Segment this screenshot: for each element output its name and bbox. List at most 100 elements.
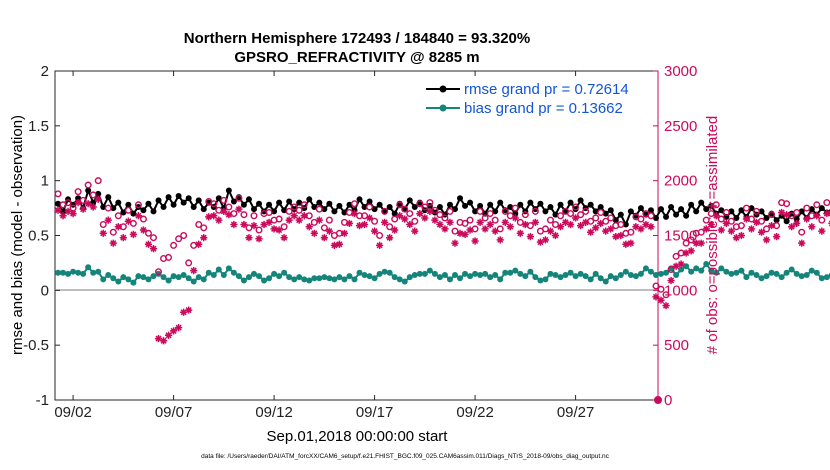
data-point <box>140 274 147 281</box>
obs-assimilated-point <box>210 212 218 220</box>
obs-assimilated-point <box>69 209 77 218</box>
obs-assimilated-point <box>225 211 233 219</box>
data-point <box>798 208 805 215</box>
obs-possible-point <box>144 229 152 237</box>
series-line <box>58 262 830 285</box>
data-point <box>602 210 609 217</box>
obs-possible-point <box>401 205 409 213</box>
obs-assimilated-point <box>461 230 469 239</box>
obs-assimilated-point <box>370 227 379 235</box>
obs-possible-point <box>803 204 811 212</box>
obs-possible-point <box>170 241 178 249</box>
obs-assimilated-point <box>154 334 163 343</box>
data-point <box>688 201 695 208</box>
obs-assimilated-point <box>481 225 489 233</box>
obs-possible-point <box>180 231 188 239</box>
obs-assimilated-point <box>732 234 740 242</box>
data-point <box>637 205 644 212</box>
obs-assimilated-point <box>240 220 248 229</box>
obs-assimilated-point <box>190 266 198 275</box>
data-point <box>316 199 323 206</box>
obs-assimilated-point <box>180 308 188 316</box>
data-point <box>205 269 212 276</box>
data-point <box>512 210 519 217</box>
data-point <box>587 276 594 283</box>
obs-possible-point <box>285 207 293 215</box>
data-point <box>542 276 549 283</box>
obs-possible-point <box>345 208 353 216</box>
obs-possible-point <box>411 217 419 225</box>
obs-assimilated-point <box>164 331 173 339</box>
data-point <box>326 275 333 282</box>
obs-assimilated-point <box>376 241 384 249</box>
data-point <box>85 187 92 194</box>
data-point <box>276 199 283 206</box>
data-point <box>316 275 323 282</box>
data-point <box>487 274 494 281</box>
data-point <box>281 207 288 214</box>
data-point <box>266 275 273 282</box>
obs-possible-point <box>461 219 469 227</box>
obs-possible-point <box>481 214 489 222</box>
obs-possible-point <box>275 215 283 223</box>
data-point <box>482 270 489 277</box>
obs-assimilated-point <box>783 211 791 219</box>
data-point <box>215 266 222 273</box>
obs-possible-point <box>486 210 494 218</box>
obs-assimilated-point <box>818 227 826 235</box>
data-point <box>683 212 690 219</box>
data-point <box>502 269 509 276</box>
data-point <box>668 203 675 210</box>
data-point <box>758 275 765 282</box>
obs-assimilated-point <box>285 216 293 224</box>
obs-assimilated-point <box>280 234 288 242</box>
obs-possible-point <box>99 221 107 229</box>
data-point <box>396 276 403 283</box>
x-tick-label: 09/02 <box>54 404 92 421</box>
obs-assimilated-point <box>772 232 781 241</box>
obs-possible-point <box>592 214 600 222</box>
obs-possible-point <box>421 203 429 211</box>
obs-possible-point <box>572 203 580 211</box>
obs-possible-point <box>491 216 499 224</box>
obs-assimilated-point <box>617 231 625 240</box>
obs-assimilated-point <box>657 296 665 304</box>
data-point <box>617 271 624 278</box>
data-point <box>336 274 343 281</box>
data-point <box>225 187 232 194</box>
obs-possible-point <box>712 201 720 209</box>
data-point <box>537 200 544 207</box>
obs-possible-point <box>149 234 157 242</box>
obs-assimilated-point <box>612 232 620 241</box>
obs-possible-point <box>165 253 173 261</box>
obs-assimilated-point <box>546 227 555 235</box>
left-tick-label: 1.5 <box>28 118 49 135</box>
obs-possible-point <box>722 208 730 216</box>
data-point <box>391 274 398 281</box>
data-point <box>100 203 107 210</box>
data-point <box>562 208 569 215</box>
data-point <box>753 271 760 278</box>
data-point <box>733 269 740 276</box>
obs-possible-point <box>466 216 474 224</box>
data-point <box>306 196 313 203</box>
data-point <box>607 207 614 214</box>
obs-possible-point <box>652 282 660 290</box>
obs-possible-point <box>531 207 539 215</box>
obs-assimilated-point <box>250 222 258 230</box>
left-axis: -1 -0.5 0 0.5 1 1.5 2 <box>23 63 60 409</box>
obs-assimilated-point <box>762 236 771 244</box>
data-point <box>361 203 368 210</box>
right-tick-label: 2500 <box>664 118 697 135</box>
obs-possible-point <box>396 201 404 209</box>
left-tick-label: 0.5 <box>28 228 49 245</box>
data-point <box>346 273 353 280</box>
data-point <box>602 278 609 285</box>
data-file-footnote: data file: /Users/raeder/DAI/ATM_forcXX/… <box>201 453 610 460</box>
data-point <box>743 274 750 281</box>
data-point <box>703 261 710 268</box>
obs-possible-point <box>627 228 635 236</box>
data-point <box>663 269 670 276</box>
data-point <box>411 203 418 210</box>
obs-assimilated-point <box>441 225 449 233</box>
